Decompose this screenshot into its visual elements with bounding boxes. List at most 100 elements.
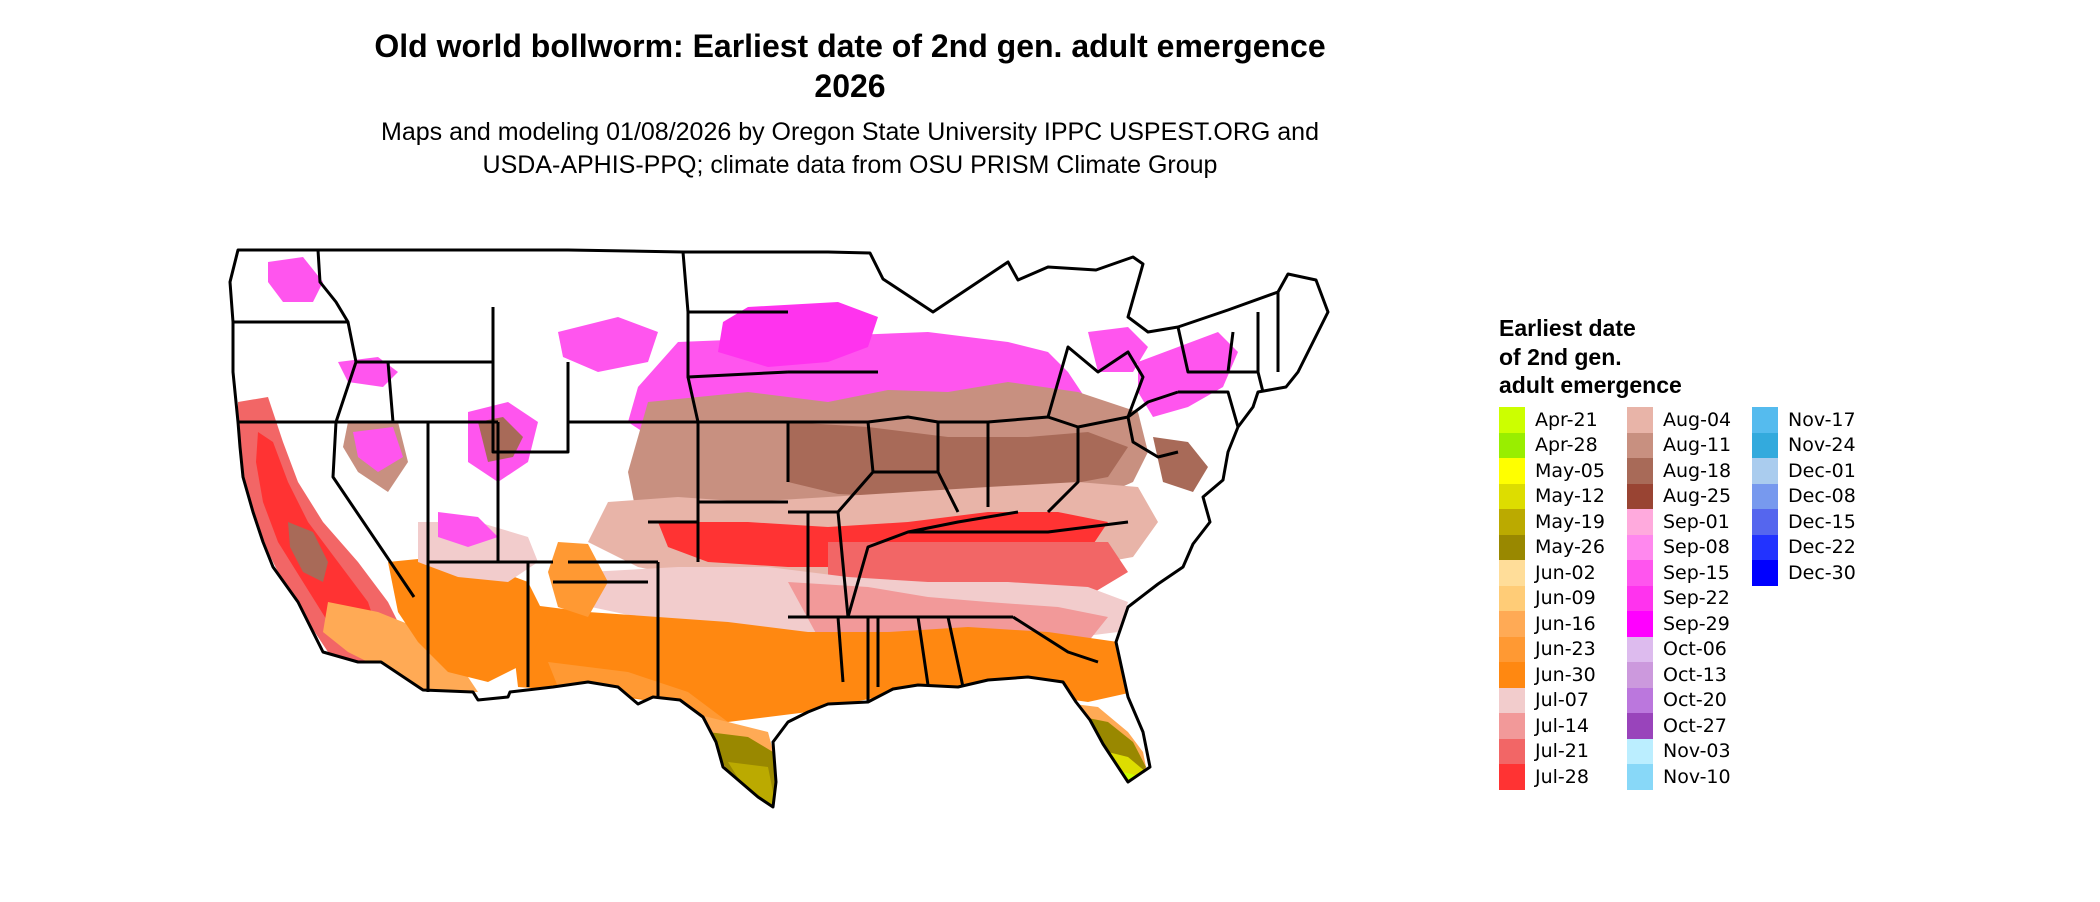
legend-swatch [1752,534,1778,560]
legend-label: Sep-01 [1663,510,1730,533]
legend-item: Apr-28 [1499,432,1605,458]
legend-item: Aug-18 [1627,458,1731,484]
legend-label: Aug-11 [1663,434,1732,457]
legend-swatch [1627,509,1653,535]
legend-swatch [1627,662,1653,688]
legend-label: Dec-30 [1788,561,1856,584]
legend-swatch [1627,764,1653,790]
legend-swatch [1627,534,1653,560]
title-block: Old world bollworm: Earliest date of 2nd… [0,26,1700,182]
legend-label: Sep-22 [1663,587,1730,610]
legend-swatch [1627,407,1653,433]
legend-swatch [1752,458,1778,484]
legend-column-1: Apr-21 Apr-28 May-05 May-12 May-19 May-26 Jun-… [1499,407,1605,790]
legend-title: Earliest date of 2nd gen. adult emergenc… [1499,314,1682,400]
map-year: 2026 [814,68,886,104]
legend-swatch [1499,483,1525,509]
legend-item: Oct-06 [1627,636,1731,662]
legend-item: Aug-11 [1627,432,1732,458]
legend-item: Sep-22 [1627,585,1731,611]
legend-swatch [1499,458,1525,484]
legend-item: May-12 [1499,483,1605,509]
legend-item: Nov-10 [1627,764,1731,790]
legend-swatch [1627,585,1653,611]
legend-swatch [1752,432,1778,458]
legend-item: Oct-13 [1627,662,1731,688]
legend-label: Jul-28 [1535,765,1589,788]
legend-swatch [1752,509,1778,535]
legend-item: Oct-20 [1627,687,1731,713]
legend-swatch [1627,483,1653,509]
legend-item: Jul-14 [1499,713,1605,739]
legend-swatch [1627,560,1653,586]
legend-swatch [1752,407,1778,433]
legend-item: Jun-30 [1499,662,1605,688]
legend-label: May-12 [1535,485,1605,508]
legend-item: Jul-28 [1499,764,1605,790]
legend-item: Jun-02 [1499,560,1605,586]
legend-swatch [1627,458,1653,484]
legend-swatch [1499,738,1525,764]
legend-label: Nov-10 [1663,765,1731,788]
legend-label: Sep-29 [1663,612,1730,635]
legend-swatch [1627,432,1653,458]
legend-label: Aug-04 [1663,408,1732,431]
legend-item: Aug-04 [1627,407,1731,433]
legend-column-3: Nov-17 Nov-24 Dec-01 Dec-08 Dec-15 Dec-22 Dec-… [1752,407,1856,586]
legend-label: Nov-24 [1788,434,1856,457]
legend-swatch [1499,509,1525,535]
legend-label: Oct-27 [1663,714,1727,737]
legend-label: Jun-09 [1535,587,1596,610]
legend-label: Jun-30 [1535,663,1596,686]
legend-label: Jun-16 [1535,612,1596,635]
legend-item: Sep-29 [1627,611,1731,637]
legend-label: Dec-01 [1788,459,1856,482]
legend-label: Jun-23 [1535,638,1596,661]
legend-label: Dec-08 [1788,485,1856,508]
legend-label: Jun-02 [1535,561,1596,584]
legend-swatch [1499,432,1525,458]
legend-item: Oct-27 [1627,713,1731,739]
legend-item: Sep-15 [1627,560,1731,586]
legend-item: Jul-07 [1499,687,1605,713]
legend-item: Sep-08 [1627,534,1731,560]
legend-label: Nov-03 [1663,740,1731,763]
legend-item: Sep-01 [1627,509,1731,535]
legend-swatch [1499,585,1525,611]
emergence-raster [230,250,1328,807]
legend-item: Dec-15 [1752,509,1856,535]
us-emergence-map [228,248,1330,809]
legend-item: Jun-09 [1499,585,1605,611]
legend-swatch [1499,636,1525,662]
legend-swatch [1627,636,1653,662]
legend-item: Nov-17 [1752,407,1856,433]
subtitle-line-1: Maps and modeling 01/08/2026 by Oregon S… [381,118,1319,146]
legend-column-2: Aug-04 Aug-11 Aug-18 Aug-25 Sep-01 Sep-08 Sep-… [1627,407,1731,790]
legend-label: May-26 [1535,536,1605,559]
legend-item: May-19 [1499,509,1605,535]
legend-item: Apr-21 [1499,407,1605,433]
legend-item: Aug-25 [1627,483,1731,509]
map-subtitle: Maps and modeling 01/08/2026 by Oregon S… [0,116,1700,182]
legend-swatch [1499,687,1525,713]
legend-label: Apr-28 [1535,434,1598,457]
legend-item: Nov-24 [1752,432,1856,458]
legend-item: Nov-03 [1627,738,1731,764]
legend-swatch [1499,611,1525,637]
legend-swatch [1499,407,1525,433]
legend-label: May-05 [1535,459,1605,482]
legend-item: Dec-30 [1752,560,1856,586]
legend-label: Nov-17 [1788,408,1856,431]
legend-swatch [1752,560,1778,586]
legend-label: Aug-18 [1663,459,1732,482]
legend-label: Oct-20 [1663,689,1727,712]
legend-label: Oct-06 [1663,638,1727,661]
legend-swatch [1627,687,1653,713]
legend-label: Sep-08 [1663,536,1730,559]
legend-item: May-26 [1499,534,1605,560]
legend-label: Apr-21 [1535,408,1598,431]
legend-swatch [1499,764,1525,790]
legend-item: Jun-16 [1499,611,1605,637]
legend-swatch [1499,713,1525,739]
legend-swatch [1752,483,1778,509]
